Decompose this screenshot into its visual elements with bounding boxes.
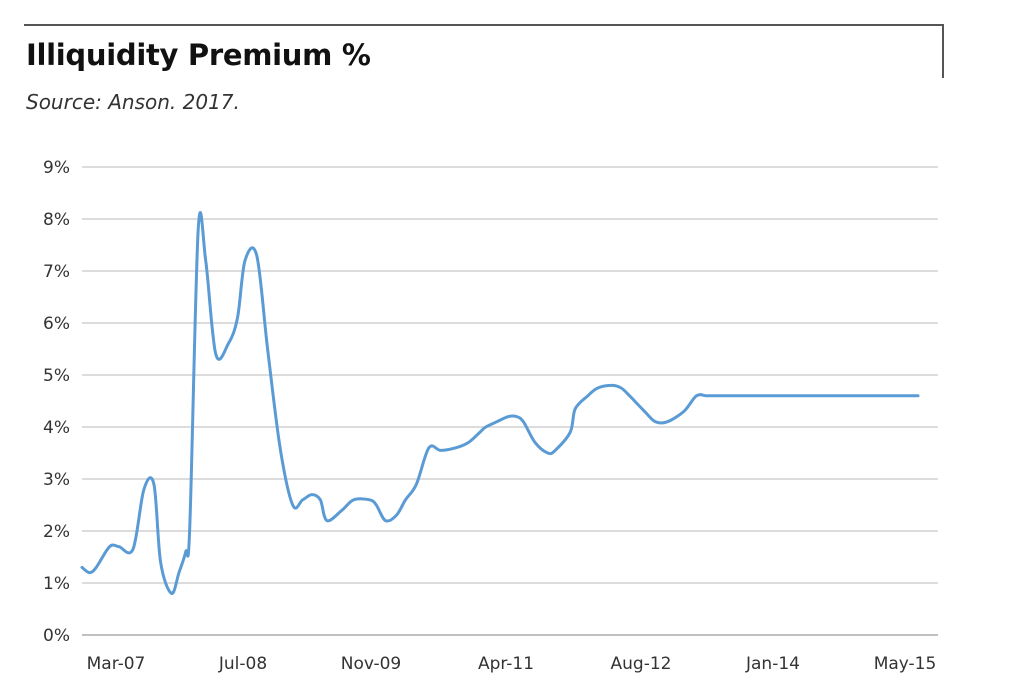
y-axis-ticks: 0% 1% 2% 3% 4% 5% 6% 7% 8% 9% [43, 158, 70, 646]
y-tick-label: 5% [43, 366, 70, 386]
y-tick-label: 2% [43, 522, 70, 542]
x-tick-label: Jul-08 [218, 654, 267, 674]
y-tick-label: 9% [43, 158, 70, 178]
y-tick-label: 7% [43, 262, 70, 282]
series-line [80, 211, 920, 595]
y-tick-label: 4% [43, 418, 70, 438]
x-tick-label: Mar-07 [87, 654, 146, 674]
gridlines [82, 166, 938, 636]
x-tick-label: Apr-11 [478, 654, 534, 674]
y-tick-label: 1% [43, 574, 70, 594]
x-tick-label: Aug-12 [611, 654, 672, 674]
chart-title: Illiquidity Premium % [26, 38, 371, 72]
header-frame [24, 24, 944, 78]
x-tick-label: May-15 [874, 654, 937, 674]
y-tick-label: 0% [43, 626, 70, 646]
y-tick-label: 3% [43, 470, 70, 490]
y-tick-label: 6% [43, 314, 70, 334]
x-axis-ticks: Mar-07 Jul-08 Nov-09 Apr-11 Aug-12 Jan-14 May-… [87, 654, 937, 674]
x-tick-label: Nov-09 [341, 654, 402, 674]
y-tick-label: 8% [43, 210, 70, 230]
chart-subtitle: Source: Anson. 2017. [26, 90, 240, 114]
x-tick-label: Jan-14 [745, 654, 800, 674]
